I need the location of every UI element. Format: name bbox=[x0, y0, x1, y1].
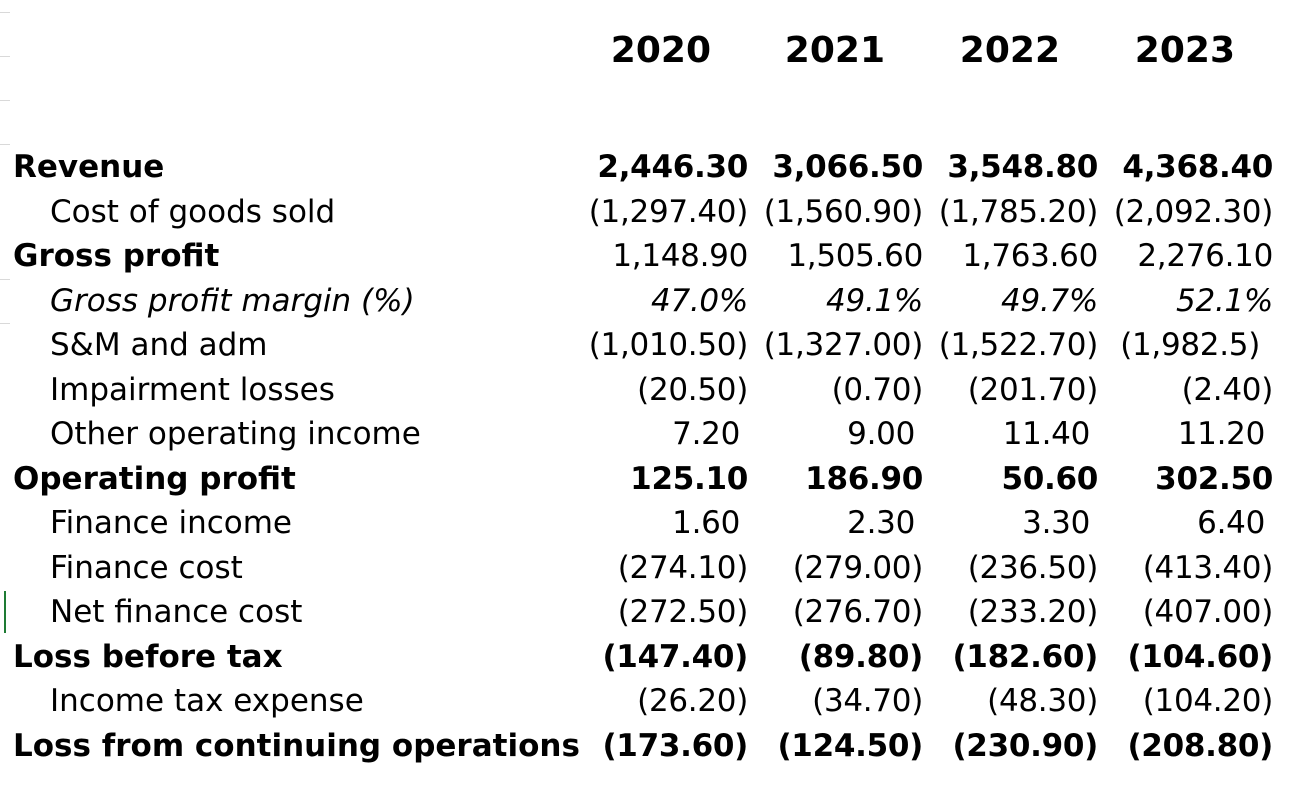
year-header-2020[interactable]: 2020 bbox=[610, 30, 711, 71]
cell-2022[interactable]: 49.7% bbox=[1001, 282, 1098, 319]
cell-2020[interactable]: (26.20) bbox=[637, 683, 748, 719]
row-label[interactable]: Gross profit margin (%) bbox=[50, 282, 415, 319]
cell-2023[interactable]: 302.50 bbox=[1155, 460, 1273, 497]
cell-2020[interactable]: (1,297.40) bbox=[588, 193, 749, 230]
cell-2023[interactable]: 11.20 bbox=[1177, 416, 1266, 452]
row-label[interactable]: Loss before tax bbox=[13, 638, 283, 675]
cell-2023[interactable]: 52.1% bbox=[1176, 282, 1273, 319]
row-sm-and-adm: S&M and adm (1,010.50) (1,327.00) (1,522… bbox=[0, 323, 1299, 368]
cell-2021[interactable]: 2.30 bbox=[847, 505, 915, 541]
cell-2021[interactable]: (276.70) bbox=[792, 594, 924, 630]
row-label[interactable]: Finance cost bbox=[50, 549, 243, 586]
row-loss-before-tax: Loss before tax (147.40) (89.80) (182.60… bbox=[0, 635, 1299, 680]
cell-2021[interactable]: 9.00 bbox=[847, 416, 915, 452]
cell-2022[interactable]: 50.60 bbox=[1001, 460, 1098, 497]
cell-2023[interactable]: 2,276.10 bbox=[1137, 238, 1273, 274]
year-header-row: 2020 2021 2022 2023 bbox=[0, 26, 1299, 76]
cell-2022[interactable]: 11.40 bbox=[1002, 416, 1091, 452]
sheet-gridline bbox=[0, 100, 10, 101]
cell-2022[interactable]: (1,785.20) bbox=[938, 193, 1099, 230]
cell-2021[interactable]: (124.50) bbox=[777, 727, 923, 764]
row-label[interactable]: Impairment losses bbox=[50, 371, 335, 408]
row-impairment-losses: Impairment losses (20.50) (0.70) (201.70… bbox=[0, 368, 1299, 413]
cell-2023[interactable]: (208.80) bbox=[1127, 727, 1273, 764]
cell-2020[interactable]: (272.50) bbox=[617, 594, 749, 630]
row-label[interactable]: S&M and adm bbox=[50, 327, 268, 363]
cell-2020[interactable]: 1,148.90 bbox=[612, 238, 748, 274]
cell-2020[interactable]: (173.60) bbox=[602, 727, 748, 764]
row-cost-of-goods-sold: Cost of goods sold (1,297.40) (1,560.90)… bbox=[0, 190, 1299, 235]
cell-2023[interactable]: (104.60) bbox=[1127, 638, 1273, 675]
row-gross-profit: Gross profit 1,148.90 1,505.60 1,763.60 … bbox=[0, 234, 1299, 279]
cell-2023[interactable]: 4,368.40 bbox=[1122, 149, 1273, 185]
cell-2022[interactable]: 3.30 bbox=[1022, 505, 1090, 541]
row-revenue: Revenue 2,446.30 3,066.50 3,548.80 4,368… bbox=[0, 145, 1299, 190]
row-label[interactable]: Gross profit bbox=[13, 238, 220, 274]
cell-2020[interactable]: 125.10 bbox=[630, 460, 748, 497]
cell-2020[interactable]: 1.60 bbox=[672, 505, 740, 541]
cell-2022[interactable]: (230.90) bbox=[952, 727, 1098, 764]
cell-2021[interactable]: (89.80) bbox=[798, 638, 924, 675]
row-label[interactable]: Income tax expense bbox=[50, 683, 364, 719]
row-label[interactable]: Revenue bbox=[13, 149, 165, 185]
cell-2021[interactable]: (279.00) bbox=[792, 549, 924, 586]
sheet-gridline bbox=[0, 144, 10, 145]
row-label[interactable]: Finance income bbox=[50, 505, 292, 541]
sheet-gridline bbox=[0, 279, 10, 280]
cell-2021[interactable]: (1,327.00) bbox=[763, 327, 924, 363]
cell-2020[interactable]: (147.40) bbox=[602, 638, 748, 675]
cell-2021[interactable]: 186.90 bbox=[805, 460, 923, 497]
cell-2020[interactable]: (20.50) bbox=[637, 371, 748, 408]
sheet-gridline bbox=[0, 12, 10, 13]
cell-2020[interactable]: (1,010.50) bbox=[588, 327, 749, 363]
year-header-2023[interactable]: 2023 bbox=[1134, 30, 1235, 71]
cell-2020[interactable]: 7.20 bbox=[672, 416, 740, 452]
selected-cell-marker bbox=[4, 591, 6, 633]
cell-2023[interactable]: (2,092.30) bbox=[1113, 193, 1274, 230]
row-finance-income: Finance income 1.60 2.30 3.30 6.40 bbox=[0, 501, 1299, 546]
cell-2020[interactable]: (274.10) bbox=[617, 549, 749, 586]
sheet-gridline bbox=[0, 56, 10, 57]
row-income-tax-expense: Income tax expense (26.20) (34.70) (48.3… bbox=[0, 679, 1299, 724]
cell-2023[interactable]: (2.40) bbox=[1181, 371, 1274, 408]
cell-2021[interactable]: 1,505.60 bbox=[787, 238, 923, 274]
cell-2021[interactable]: 49.1% bbox=[826, 282, 923, 319]
cell-2020[interactable]: 2,446.30 bbox=[597, 149, 748, 185]
cell-2022[interactable]: 3,548.80 bbox=[947, 149, 1098, 185]
cell-2021[interactable]: (1,560.90) bbox=[763, 193, 924, 230]
row-net-finance-cost: Net finance cost (272.50) (276.70) (233.… bbox=[0, 590, 1299, 635]
row-label[interactable]: Cost of goods sold bbox=[50, 193, 336, 230]
cell-2022[interactable]: (182.60) bbox=[952, 638, 1098, 675]
year-header-2022[interactable]: 2022 bbox=[959, 30, 1060, 71]
row-label[interactable]: Operating profit bbox=[13, 460, 296, 497]
row-label[interactable]: Other operating income bbox=[50, 416, 421, 452]
row-label[interactable]: Net finance cost bbox=[50, 594, 303, 630]
cell-2021[interactable]: (34.70) bbox=[812, 683, 923, 719]
year-header-2021[interactable]: 2021 bbox=[784, 30, 885, 71]
cell-2022[interactable]: (48.30) bbox=[987, 683, 1098, 719]
row-gross-profit-margin: Gross profit margin (%) 47.0% 49.1% 49.7… bbox=[0, 279, 1299, 324]
cell-2022[interactable]: (233.20) bbox=[967, 594, 1099, 630]
sheet-gridline bbox=[0, 323, 10, 324]
row-operating-profit: Operating profit 125.10 186.90 50.60 302… bbox=[0, 457, 1299, 502]
income-statement-table: Revenue 2,446.30 3,066.50 3,548.80 4,368… bbox=[0, 145, 1299, 768]
cell-2023[interactable]: 6.40 bbox=[1197, 505, 1265, 541]
cell-2021[interactable]: 3,066.50 bbox=[772, 149, 923, 185]
cell-2023[interactable]: (407.00) bbox=[1142, 594, 1274, 630]
cell-2022[interactable]: 1,763.60 bbox=[962, 238, 1098, 274]
cell-2023[interactable]: (413.40) bbox=[1142, 549, 1274, 586]
row-label[interactable]: Loss from continuing operations bbox=[13, 727, 580, 764]
cell-2022[interactable]: (201.70) bbox=[967, 371, 1099, 408]
row-finance-cost: Finance cost (274.10) (279.00) (236.50) … bbox=[0, 546, 1299, 591]
cell-2021[interactable]: (0.70) bbox=[831, 371, 924, 408]
cell-2022[interactable]: (1,522.70) bbox=[938, 327, 1099, 363]
cell-2022[interactable]: (236.50) bbox=[967, 549, 1099, 586]
cell-2023[interactable]: (104.20) bbox=[1142, 683, 1274, 719]
row-other-operating-income: Other operating income 7.20 9.00 11.40 1… bbox=[0, 412, 1299, 457]
cell-2020[interactable]: 47.0% bbox=[651, 282, 748, 319]
cell-2023[interactable]: (1,982.5) bbox=[1120, 327, 1260, 363]
row-loss-from-continuing-operations: Loss from continuing operations (173.60)… bbox=[0, 724, 1299, 769]
